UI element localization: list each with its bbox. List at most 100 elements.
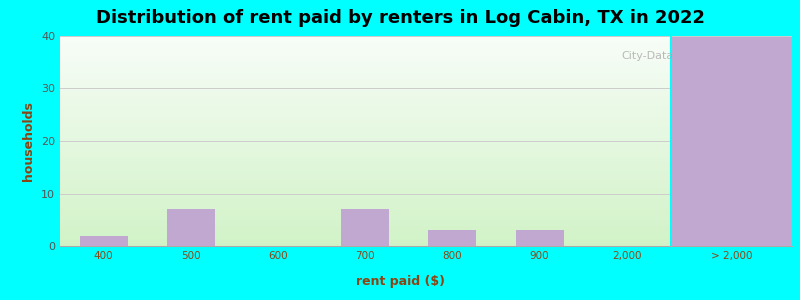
Bar xyxy=(60,105,670,107)
Bar xyxy=(60,124,670,126)
Bar xyxy=(60,110,670,112)
Bar xyxy=(60,170,670,172)
Bar xyxy=(60,122,670,124)
Bar xyxy=(60,177,670,179)
Bar xyxy=(60,166,670,168)
Bar xyxy=(60,233,670,236)
Bar xyxy=(60,200,670,202)
Bar xyxy=(516,230,563,246)
Bar xyxy=(60,221,670,223)
Bar xyxy=(60,149,670,152)
Bar xyxy=(60,114,670,116)
Bar xyxy=(60,231,670,233)
Bar xyxy=(60,143,670,145)
Bar xyxy=(60,202,670,204)
Bar xyxy=(60,168,670,170)
Bar xyxy=(60,95,670,97)
Bar xyxy=(60,135,670,137)
Bar xyxy=(60,212,670,214)
Bar xyxy=(60,112,670,114)
Bar xyxy=(60,181,670,183)
Bar xyxy=(60,99,670,101)
Bar xyxy=(60,217,670,219)
Bar xyxy=(60,223,670,225)
Bar xyxy=(60,194,670,196)
Bar xyxy=(60,70,670,72)
Bar xyxy=(60,61,670,63)
Bar xyxy=(60,164,670,166)
Bar xyxy=(60,46,670,49)
Bar xyxy=(60,84,670,86)
Bar xyxy=(60,103,670,105)
Bar xyxy=(60,183,670,185)
Text: City-Data.com: City-Data.com xyxy=(622,51,701,61)
Bar xyxy=(60,59,670,61)
Bar xyxy=(60,63,670,65)
Bar xyxy=(429,230,476,246)
Bar xyxy=(60,55,670,57)
Bar xyxy=(60,86,670,88)
Bar xyxy=(60,88,670,91)
Bar xyxy=(60,57,670,59)
Bar xyxy=(60,158,670,160)
Bar xyxy=(60,189,670,191)
Bar xyxy=(60,128,670,130)
Bar xyxy=(60,175,670,177)
Bar xyxy=(80,236,127,246)
Bar xyxy=(342,209,389,246)
Bar xyxy=(60,172,670,175)
Bar xyxy=(60,76,670,78)
Bar xyxy=(60,78,670,80)
Bar xyxy=(60,227,670,229)
Bar xyxy=(60,187,670,189)
Bar xyxy=(60,147,670,149)
Bar xyxy=(60,101,670,103)
Bar xyxy=(60,139,670,141)
Bar xyxy=(60,74,670,76)
Bar xyxy=(60,53,670,55)
Bar xyxy=(60,214,670,217)
Bar xyxy=(60,91,670,93)
Bar xyxy=(60,80,670,82)
Bar xyxy=(60,38,670,40)
Bar xyxy=(60,141,670,143)
Bar xyxy=(60,229,670,231)
Bar xyxy=(60,36,670,38)
Bar xyxy=(672,73,792,246)
Bar xyxy=(60,93,670,95)
Bar xyxy=(60,133,670,135)
Bar xyxy=(60,97,670,99)
Y-axis label: households: households xyxy=(22,101,35,181)
Bar xyxy=(60,185,670,187)
Bar xyxy=(60,179,670,181)
Bar xyxy=(60,204,670,206)
Bar xyxy=(60,238,670,240)
Bar xyxy=(60,145,670,147)
Bar xyxy=(60,162,670,164)
Bar xyxy=(60,191,670,194)
Bar xyxy=(60,210,670,212)
Bar xyxy=(60,244,670,246)
Text: Distribution of rent paid by renters in Log Cabin, TX in 2022: Distribution of rent paid by renters in … xyxy=(95,9,705,27)
Bar xyxy=(60,42,670,44)
Bar xyxy=(60,51,670,53)
Bar xyxy=(60,242,670,244)
Bar xyxy=(60,126,670,128)
Bar xyxy=(60,116,670,118)
Bar xyxy=(60,137,670,139)
Bar xyxy=(60,120,670,122)
Bar xyxy=(60,65,670,68)
Bar xyxy=(60,236,670,238)
Bar xyxy=(60,118,670,120)
Bar xyxy=(60,82,670,84)
Text: rent paid ($): rent paid ($) xyxy=(355,275,445,288)
Bar xyxy=(60,152,670,154)
Bar xyxy=(60,40,670,42)
Bar xyxy=(60,198,670,200)
Bar xyxy=(60,68,670,70)
Bar xyxy=(60,208,670,210)
Bar xyxy=(60,107,670,110)
Bar xyxy=(60,219,670,221)
Bar xyxy=(60,72,670,74)
Bar xyxy=(60,49,670,51)
